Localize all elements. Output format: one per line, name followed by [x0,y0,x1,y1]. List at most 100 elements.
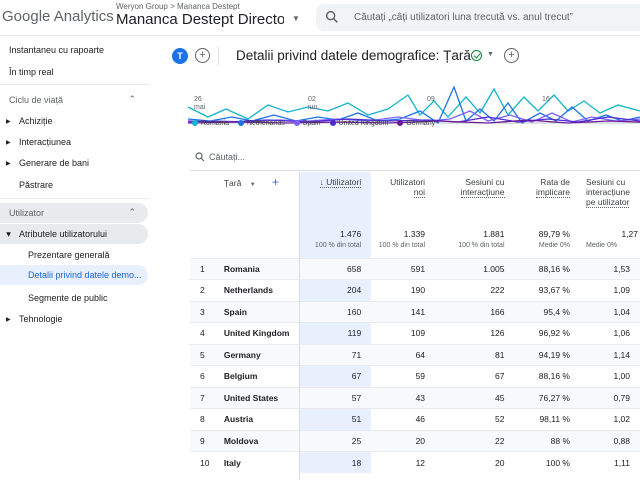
country-cell[interactable]: Austria [215,408,300,430]
row-index: 8 [190,408,216,430]
table-row[interactable]: 6 Belgium 67 59 67 88,16 % 1,00 [190,365,640,387]
engaged-sessions-cell: 81 [435,343,515,366]
users-cell: 160 [299,300,372,323]
sidebar-item-retention[interactable]: Păstrare [19,180,54,190]
engaged-sessions-cell: 52 [435,408,515,430]
avatar[interactable]: T [172,48,188,64]
table-row[interactable]: 4 United Kingdom 119 109 126 96,92 % 1,0… [190,322,640,344]
legend-item[interactable]: Netherlands [246,120,285,127]
search-bar[interactable]: Căutați „câți utilizatori luna trecută v… [316,4,640,31]
sidebar-item-monetization[interactable]: ▶ Generare de bani [0,158,148,168]
legend-item[interactable]: Spain [302,120,321,127]
country-cell[interactable]: Germany [215,343,300,366]
table-row[interactable]: 1 Romania 658 591 1.005 88,16 % 1,53 [190,257,640,280]
sidebar-section-user[interactable]: Utilizator ⌃ [0,203,148,223]
sidebar-item-overview[interactable]: Prezentare generală [28,250,110,260]
add-dimension-button[interactable]: + [272,175,280,189]
search-placeholder[interactable]: Căutați „câți utilizatori luna trecută v… [354,12,573,23]
legend-item[interactable]: Germany [406,120,436,127]
column-header-new-users[interactable]: Utilizatori noi [371,172,435,222]
sidebar-item-user-attributes[interactable]: ▶ Atributele utilizatorului [0,224,148,244]
sidebar-item-technology[interactable]: ▶ Tehnologie [0,314,148,324]
legend-dot [192,120,198,126]
sidebar-item-reports-snapshot[interactable]: Instantaneu cu rapoarte [9,45,105,55]
legend-item[interactable]: United Kingdom [338,120,389,127]
dimension-label: Țară [223,178,242,188]
new-users-cell: 109 [371,322,436,344]
country-cell[interactable]: Italy [215,451,300,473]
country-cell[interactable]: Spain [215,300,300,323]
add-comparison-button[interactable]: + [195,48,210,63]
table-row[interactable]: 8 Austria 51 46 52 98,11 % 1,02 [190,408,640,430]
users-cell: 57 [299,386,372,409]
chevron-up-icon[interactable]: ⌃ [128,94,136,104]
country-cell[interactable]: Belgium [215,365,300,387]
caret-down-icon[interactable]: ▼ [249,182,256,188]
caret-down-icon[interactable]: ▼ [487,51,494,58]
table-search-input[interactable]: Căutați... [209,152,246,162]
users-cell: 51 [299,408,372,430]
page-title: Detalii privind datele demografice: Țară [236,48,471,63]
table-row[interactable]: 10 Italy 18 12 20 100 % 1,11 [190,451,640,473]
table-row[interactable]: 7 United States 57 43 45 76,27 % 0,79 [190,386,640,409]
table-row[interactable]: 5 Germany 71 64 81 94,19 % 1,14 [190,343,640,366]
chevron-up-icon[interactable]: ⌃ [128,207,136,217]
x-tick-label: 26 mai [194,96,206,111]
column-header-users[interactable]: ↓ Utilizatori [299,172,372,222]
sessions-per-user-cell: 0,79 [580,386,640,409]
sidebar-item-demographic-details[interactable]: Detalii privind datele demo... [0,265,148,285]
engagement-rate-cell: 93,67 % [514,279,580,301]
sessions-per-user-cell: 1,06 [580,322,640,344]
table-row[interactable]: 9 Moldova 25 20 22 88 % 0,88 [190,429,640,452]
column-header-engaged-sessions[interactable]: Sesiuni cu interacțiune [435,172,514,222]
sidebar-section-lifecycle[interactable]: Ciclu de viață ⌃ [0,94,148,105]
account-breadcrumb[interactable]: Weryon Group > Mananca Destept [116,2,240,11]
column-label: pe utilizator [586,197,630,208]
totals-row: 1.476 100 % din total 1.339 100 % din tota… [190,222,640,258]
row-index: 4 [190,322,216,344]
new-users-cell: 64 [371,343,436,366]
column-label: Utilizatori [390,177,426,187]
property-selector[interactable]: Mananca Destept Director ... [116,11,284,28]
country-cell[interactable]: United Kingdom [215,322,300,344]
engaged-sessions-cell: 45 [435,386,515,409]
sidebar-item-engagement[interactable]: ▶ Interacțiunea [0,137,148,147]
users-cell: 658 [299,257,372,280]
new-users-cell: 591 [371,257,436,280]
country-cell[interactable]: United States [215,386,300,409]
table-row[interactable]: 3 Spain 160 141 166 95,4 % 1,04 [190,300,640,323]
new-users-cell: 43 [371,386,436,409]
total-cell: 1.476 100 % din total [299,222,372,258]
add-report-button[interactable]: + [504,48,519,63]
table-top-divider [190,170,640,171]
sessions-per-user-cell: 1,02 [580,408,640,430]
series-line-germany [188,119,640,124]
check-circle-icon[interactable] [471,50,482,61]
new-users-cell: 46 [371,408,436,430]
top-bar: Google Analytics Weryon Group > Mananca … [0,0,640,36]
column-label: implicare [535,187,570,198]
dimension-header[interactable]: Țară ▼ + [216,172,300,222]
caret-down-icon[interactable]: ▼ [292,14,300,23]
column-label: Sesiuni cu [465,177,505,187]
x-tick-label: 16 [542,96,550,103]
sidebar-item-realtime[interactable]: În timp real [9,67,54,77]
country-cell[interactable]: Netherlands [215,279,300,301]
users-cell: 204 [299,279,372,301]
column-header-sessions-per-user[interactable]: Sesiuni cu interacțiune pe utilizator [580,172,640,222]
engaged-sessions-cell: 20 [435,451,515,473]
sessions-per-user-cell: 1,09 [580,279,640,301]
total-cell: 89,79 % Medie 0% [538,228,570,249]
column-label: interacțiune [460,187,505,198]
sidebar-item-label: Interacțiunea [19,137,72,147]
app-logo[interactable]: Google Analytics [2,8,114,25]
country-cell[interactable]: Moldova [215,429,300,452]
sidebar-item-audiences[interactable]: Segmente de public [28,293,108,303]
legend-item[interactable]: Romania [201,120,230,127]
column-header-engagement-rate[interactable]: Rata de implicare [515,172,581,222]
sidebar-item-acquisition[interactable]: ▶ Achiziție [0,116,148,126]
search-icon [325,10,338,23]
table-row[interactable]: 2 Netherlands 204 190 222 93,67 % 1,09 [190,279,640,301]
row-index: 6 [190,365,216,387]
country-cell[interactable]: Romania [215,257,300,280]
